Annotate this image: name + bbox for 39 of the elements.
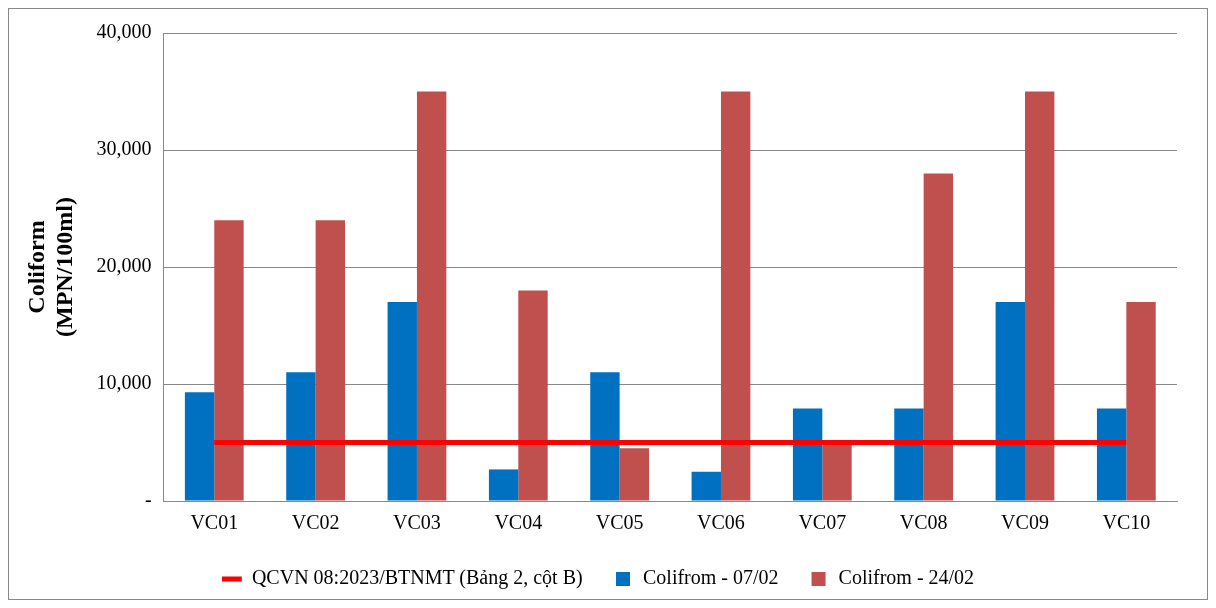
x-tick-label: VC07 <box>798 511 847 534</box>
bar <box>590 372 620 501</box>
x-tick-label: VC03 <box>393 511 441 534</box>
bar <box>822 443 852 501</box>
x-tick-label: VC10 <box>1102 511 1151 534</box>
bar <box>792 408 823 501</box>
y-tick-label: - <box>144 488 152 511</box>
y-tick-label: 30,000 <box>96 137 152 160</box>
x-tick-label: VC04 <box>494 511 543 534</box>
legend-label: Colifrom - 24/02 <box>838 566 975 589</box>
bar <box>518 290 548 501</box>
bar <box>1024 91 1055 501</box>
y-axis-title: Coliform (MPN/100ml) <box>22 197 78 337</box>
bar <box>1096 408 1127 501</box>
bar <box>387 302 417 501</box>
x-tick-label: VC02 <box>291 511 340 534</box>
x-tick-label: VC08 <box>899 511 948 534</box>
bar <box>416 91 447 501</box>
bar <box>315 220 345 501</box>
y-tick-label: 40,000 <box>96 20 152 43</box>
bar <box>923 173 954 501</box>
bar <box>720 91 751 501</box>
x-tick-label: VC05 <box>595 511 644 534</box>
bar <box>214 220 244 501</box>
y-tick-label: 20,000 <box>96 254 152 277</box>
legend-label: Colifrom - 07/02 <box>643 566 779 589</box>
bar <box>1126 302 1156 501</box>
x-tick-label: VC06 <box>697 511 745 534</box>
bar <box>691 471 721 501</box>
x-tick-label: VC01 <box>190 511 239 534</box>
bar <box>488 469 519 501</box>
legend-label: QCVN 08:2023/BTNMT (Bảng 2, cột B) <box>251 566 583 590</box>
bar <box>995 302 1025 501</box>
bar <box>894 408 924 501</box>
bar <box>619 448 650 501</box>
bar <box>184 392 215 501</box>
x-tick-label: VC09 <box>1001 511 1049 534</box>
y-tick-label: 10,000 <box>96 371 152 394</box>
bar <box>286 372 316 501</box>
